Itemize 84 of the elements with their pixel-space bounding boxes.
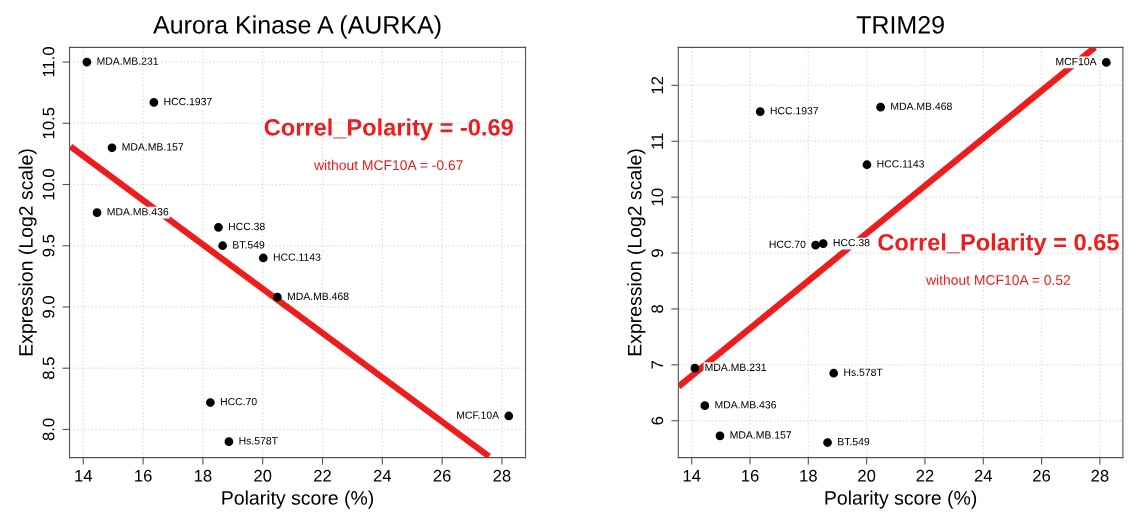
annotation: HCC.1937 <box>770 107 819 115</box>
y-axis-title: Expression (Log2 scale) <box>18 149 37 356</box>
annotation: BT.549 <box>233 241 265 249</box>
annotation: Correl_Polarity = 0.65 <box>878 233 1119 256</box>
x-tick-label: 14 <box>683 470 701 482</box>
annotation: BT.549 <box>838 437 870 446</box>
point <box>811 240 820 250</box>
chart-title: Aurora Kinase A (AURKA) <box>153 15 441 39</box>
y-tick-label: 9 <box>651 249 664 257</box>
x-tick-label: 14 <box>75 470 93 482</box>
point <box>715 431 725 441</box>
y-tick-label: 7 <box>651 361 664 369</box>
x-axis-title: Polarity score (%) <box>825 490 977 509</box>
chart-title: TRIM29 <box>856 15 944 34</box>
point <box>504 411 514 421</box>
annotation: without MCF10A = 0.52 <box>926 274 1071 285</box>
y-tick-label: 11.0 <box>42 47 55 77</box>
point <box>823 438 832 447</box>
annotation: HCC.1143 <box>273 253 321 261</box>
point <box>82 57 92 67</box>
y-tick-label: 11 <box>651 133 664 149</box>
x-tick-label: 26 <box>433 469 451 482</box>
x-tick-label: 16 <box>742 469 759 482</box>
y-tick-label: 8.0 <box>42 418 55 441</box>
annotation: MDA.MB.436 <box>107 208 169 216</box>
annotation: HCC.1143 <box>877 160 925 168</box>
point <box>876 102 885 112</box>
point <box>818 239 828 248</box>
x-tick-label: 22 <box>314 469 331 482</box>
y-tick-label: 8.5 <box>42 357 55 380</box>
annotation: Hs.578T <box>239 437 278 445</box>
point <box>149 98 159 107</box>
x-tick-label: 24 <box>974 469 993 482</box>
x-tick-label: 20 <box>254 469 272 482</box>
annotation: Correl_Polarity = -0.69 <box>264 118 513 141</box>
y-tick-label: 10.0 <box>42 168 55 200</box>
annotation: MCF.10A <box>457 411 500 419</box>
annotation: HCC.1937 <box>164 97 212 106</box>
point <box>700 401 710 411</box>
annotation: MDA.MB.231 <box>705 363 767 371</box>
annotation: MDA.MB.157 <box>122 143 184 151</box>
y-tick-label: 6 <box>651 416 664 425</box>
point <box>218 241 228 251</box>
point <box>92 208 102 218</box>
y-tick-label: 10.5 <box>42 107 55 139</box>
annotation: MDA.MB.157 <box>730 431 792 439</box>
x-tick-label: 28 <box>493 469 511 482</box>
y-tick-label: 10 <box>651 188 664 206</box>
point <box>272 292 282 302</box>
y-tick-label: 9.0 <box>42 296 55 318</box>
point <box>107 143 117 153</box>
annotation: MDA.MB.468 <box>891 102 952 110</box>
point <box>1101 58 1111 67</box>
x-tick-label: 24 <box>373 469 392 482</box>
x-tick-label: 20 <box>858 469 876 482</box>
annotation: HCC.70 <box>220 397 257 406</box>
y-axis-title: Expression (Log2 scale) <box>627 149 646 356</box>
x-tick-label: 18 <box>800 469 817 482</box>
point <box>258 253 268 263</box>
point <box>829 368 839 378</box>
point <box>862 160 872 170</box>
y-tick-label: 9.5 <box>42 234 55 257</box>
x-tick-label: 18 <box>194 469 212 482</box>
annotation: Hs.578T <box>844 368 883 377</box>
x-tick-label: 22 <box>916 469 934 482</box>
y-tick-label: 12 <box>651 76 664 94</box>
annotation: HCC.38 <box>229 222 265 231</box>
x-axis-title: Polarity score (%) <box>222 490 374 509</box>
point <box>214 223 223 232</box>
x-tick-label: 28 <box>1091 469 1109 482</box>
y-tick-label: 8 <box>651 305 664 313</box>
x-tick-label: 16 <box>135 469 152 482</box>
point <box>224 437 234 447</box>
x-tick-label: 26 <box>1033 469 1051 482</box>
annotation: MDA.MB.436 <box>715 401 777 409</box>
annotation: without MCF10A = -0.67 <box>314 159 463 171</box>
point <box>755 107 765 116</box>
annotation: HCC.38 <box>833 238 870 247</box>
annotation: MCF10A <box>1056 57 1097 66</box>
point <box>690 363 700 373</box>
annotation: HCC.70 <box>769 240 806 249</box>
annotation: MDA.MB.468 <box>287 292 349 300</box>
annotation: MDA.MB.231 <box>97 57 159 65</box>
point <box>206 398 215 407</box>
